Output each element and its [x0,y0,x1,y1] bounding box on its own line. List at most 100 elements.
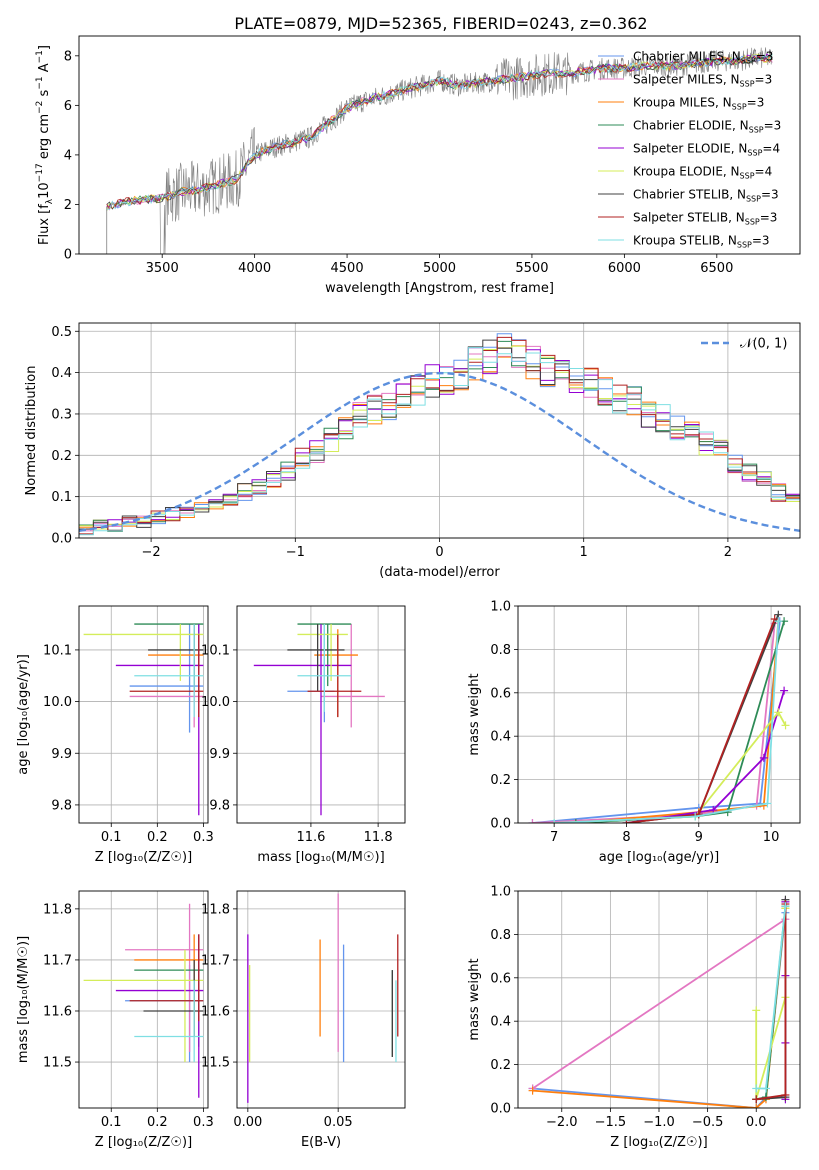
series [528,619,779,823]
plot-area [79,333,800,536]
data-point [253,624,352,816]
data-point [115,934,204,1098]
chart-residuals: −2 −1 0 1 2 0.0 0.1 0.2 0.3 0.4 0.5 (data-model)/er… [24,322,801,580]
y-axis-label-part: Flux [f [37,204,52,245]
x-tick-label: 8 [622,830,630,845]
y-tick-label: 11.5 [201,1056,230,1071]
legend-item: Kroupa MILES, NSSP=3 [598,96,764,112]
x-ticks: −2 −1 0 1 2 [142,538,732,560]
legend-label-eq: =3 [756,50,774,64]
plus-marker [528,1086,537,1095]
legend-label-sub: SSP [732,103,747,112]
legend-item: Chabrier ELODIE, NSSP=3 [598,119,781,135]
x-ticks: 0.00 0.05 [233,1108,353,1130]
legend-item: Kroupa STELIB, NSSP=3 [598,234,770,250]
y-axis-label: age [log₁₀(age/yr)] [16,654,31,775]
y-tick-label: 11.5 [43,1056,72,1071]
x-tick-label: 1 [580,545,588,560]
legend-label: 𝒩(0, 1) [740,337,787,352]
y-tick-label: 2 [64,198,72,213]
y-tick-label: 11.6 [201,1004,230,1019]
legend-label-main: Kroupa MILES, N [633,96,732,110]
x-tick-label: 0.1 [101,830,122,845]
x-tick-label: −1 [286,545,305,560]
plus-marker [528,819,537,823]
legend-label-sub: SSP [746,195,761,204]
legend-item: Chabrier STELIB, NSSP=3 [598,188,779,204]
series-line [575,621,780,823]
legend-item: Chabrier MILES, NSSP=3 [598,50,773,66]
x-tick-label: 7 [550,830,558,845]
y-axis-label: mass weight [467,673,482,755]
x-tick-label: −1.0 [643,1115,675,1130]
y-tick-label: 0 [64,248,72,263]
y-axis-label: mass [log₁₀(M/M☉)] [16,936,31,1063]
series [571,617,789,823]
axes-frame [78,890,209,1109]
plus-marker [761,1084,770,1093]
plus-marker [691,812,700,821]
x-tick-label: 2 [724,545,732,560]
plot-area [528,895,790,1108]
x-tick-label: 10 [763,830,780,845]
legend-label: Chabrier ELODIE, NSSP=3 [633,119,781,135]
x-tick-label: 0.1 [101,1115,122,1130]
gridlines [79,891,208,1108]
legend-label: Salpeter MILES, NSSP=3 [633,73,772,89]
histogram-step-line [79,340,800,532]
y-tick-label: 11.7 [43,953,72,968]
x-ticks: −2.0 −1.5 −1.0 −0.5 0.0 [546,1108,767,1130]
plus-marker [781,902,790,911]
y-axis-label-part: 10 [37,182,52,199]
plus-marker [752,1104,761,1108]
x-tick-label: −1.5 [595,1115,627,1130]
legend-label-main: Kroupa STELIB, N [633,234,737,248]
x-tick-label: 4000 [238,261,271,276]
y-tick-label: 0.2 [51,449,72,464]
series-line [756,906,787,1090]
x-tick-label: 5500 [515,261,548,276]
spectrum-data-line [106,47,773,254]
series [571,617,783,823]
legend-label-sub: SSP [745,218,760,227]
y-tick-label: 0.0 [490,1102,511,1117]
x-axis-label: mass [log₁₀(M/M☉)] [257,850,384,865]
series-line [575,620,785,823]
chart-age-vs-mass: 11.6 11.8 9.8 9.9 10.0 10.1 mass [log₁₀(M/M☉)] [201,605,406,865]
plot-area [253,623,385,816]
legend-label-main: Salpeter ELODIE, N [633,142,747,156]
legend-item: Kroupa ELODIE, NSSP=4 [598,165,772,181]
plus-marker [752,1095,761,1104]
series [752,902,790,1093]
series-line [626,690,785,823]
legend-label-eq: =3 [764,119,782,133]
y-tick-label: 1.0 [490,885,511,900]
gridlines [79,323,800,539]
y-axis-label: Flux [fλ10−17 erg cm−2 s−1 A−1] [35,45,55,245]
spectrum-model-line [106,53,773,210]
data-point [125,965,204,1063]
data-point [134,623,204,666]
x-tick-label: 11.6 [296,830,325,845]
x-ticks: 0.1 0.2 0.3 [101,823,214,845]
series [528,617,784,823]
legend-label-sub: SSP [741,57,756,66]
legend-label: Salpeter STELIB, NSSP=3 [633,211,777,227]
gridlines [518,890,800,1109]
y-tick-label: 0.6 [490,686,511,701]
legend-label-main: Chabrier MILES, N [633,50,741,64]
y-tick-label: 0.8 [490,643,511,658]
y-axis-label-part: ] [37,45,52,50]
x-tick-label: 0.0 [746,1115,767,1130]
data-point [297,624,352,712]
plot-area [106,47,773,254]
legend-label-eq: =3 [755,73,773,87]
x-tick-label: 3500 [146,261,179,276]
plus-marker [723,808,732,817]
plus-marker [774,617,783,626]
chart-age-vs-Z: 0.1 0.2 0.3 9.8 9.9 10.0 10.1 Z [log₁₀(Z/Z☉)] ag… [16,605,214,865]
y-tick-label: 10.1 [43,643,72,658]
legend-label: Salpeter ELODIE, NSSP=4 [633,142,780,158]
x-axis-label: (data-model)/error [379,565,500,580]
x-tick-label: 9 [695,830,703,845]
